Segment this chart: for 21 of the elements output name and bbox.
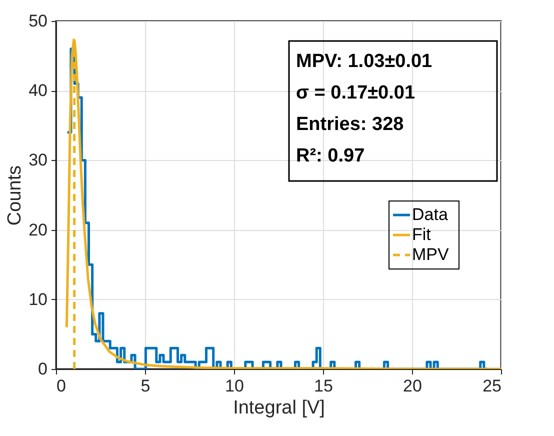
y-tick-label: 20 (28, 220, 48, 240)
y-tick-label: 50 (28, 12, 48, 30)
y-tick-label: 30 (28, 150, 48, 170)
y-axis-title: Counts (4, 165, 26, 226)
x-axis-title: Integral [V] (233, 398, 325, 418)
x-tick-label: 15 (314, 376, 333, 396)
x-tick-label: 20 (403, 376, 422, 396)
x-tick-label: 0 (56, 376, 66, 396)
y-tick-label: 10 (28, 290, 48, 309)
annotation: Entries: 328 (296, 114, 404, 135)
x-tick-label: 5 (140, 376, 150, 396)
y-tick-label: 0 (38, 360, 48, 378)
annotation: MPV: 1.03±0.01 (296, 51, 433, 72)
annotation: R²: 0.97 (296, 146, 365, 166)
y-tick-label: 40 (28, 81, 48, 100)
legend-label: MPV (412, 245, 450, 264)
annotation: σ = 0.17±0.01 (296, 82, 416, 104)
legend-label: Data (412, 205, 448, 224)
x-tick-label: 25 (482, 376, 502, 396)
legend-label: Fit (412, 225, 432, 244)
x-tick-label: 10 (225, 376, 244, 396)
